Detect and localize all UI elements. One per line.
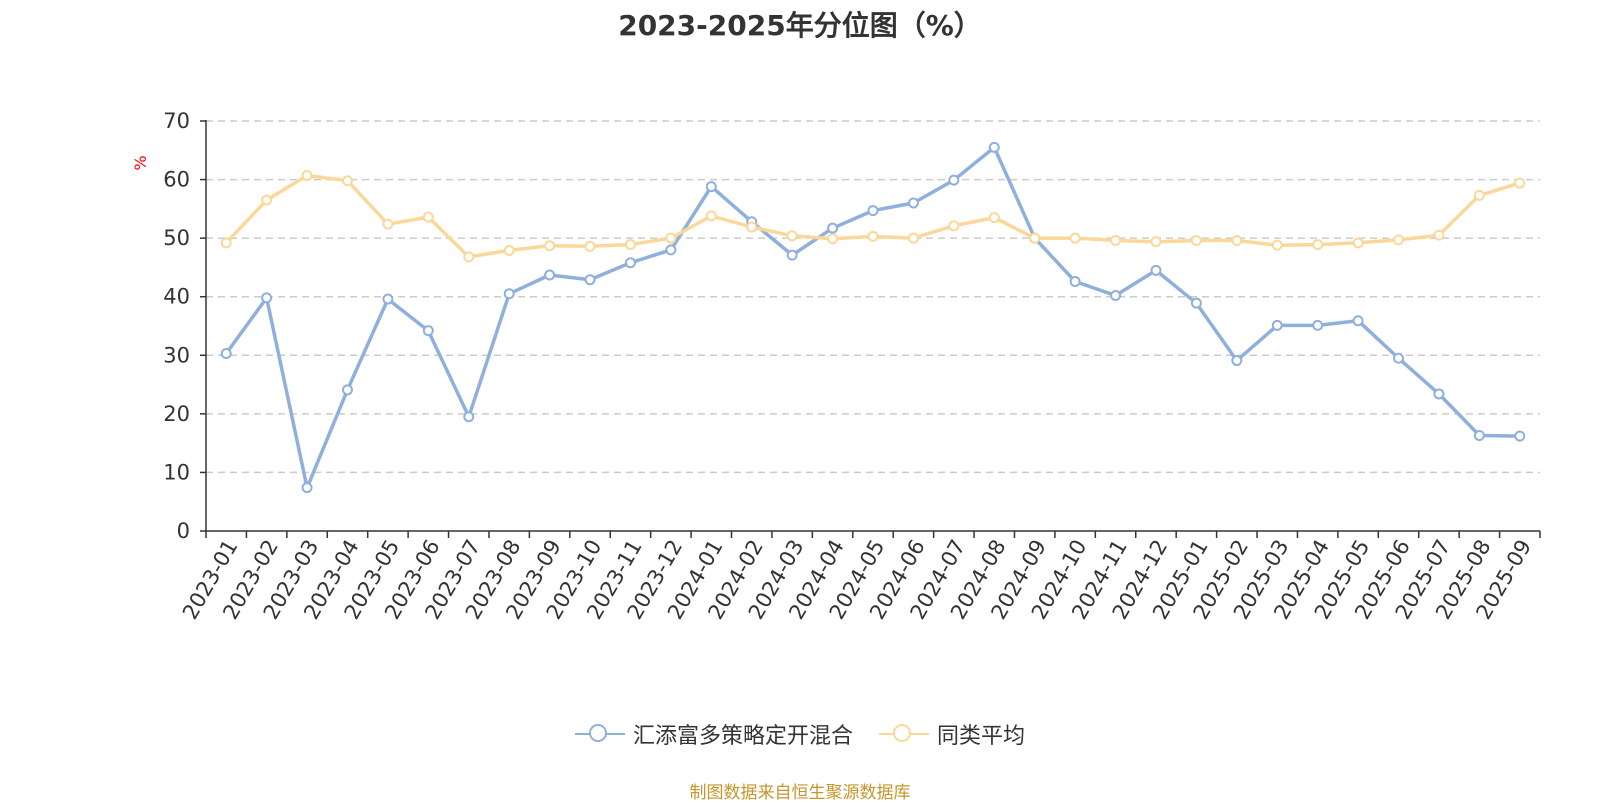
data-point-s1 [1029,232,1041,244]
legend-item-peer-average[interactable]: 同类平均 [879,718,1025,750]
data-point-s1 [948,220,960,232]
data-point-s1 [1312,239,1324,251]
y-tick-label: 40 [163,285,190,309]
data-point-s1 [1069,232,1081,244]
data-point-s1 [301,169,313,181]
data-point-s0 [867,205,879,217]
data-point-s0 [1312,319,1324,331]
data-point-s1 [705,210,717,222]
data-point-s0 [503,288,515,300]
data-point-s1 [867,230,879,242]
legend-item-fund[interactable]: 汇添富多策略定开混合 [574,718,853,750]
data-point-s0 [624,257,636,269]
data-point-s1 [746,221,758,233]
series-lines [220,141,1526,494]
data-point-s0 [786,249,798,261]
legend-swatch-peer-average [879,724,929,744]
data-point-s0 [1110,290,1122,302]
data-point-s0 [422,325,434,337]
y-tick-label: 0 [177,519,190,543]
y-tick-label: 70 [163,109,190,133]
data-point-s1 [1473,189,1485,201]
data-point-s1 [988,212,1000,224]
data-point-s0 [988,141,1000,153]
data-point-s0 [1514,430,1526,442]
data-point-s1 [1352,237,1364,249]
data-point-s1 [422,211,434,223]
y-tick-label: 10 [163,460,190,484]
data-point-s1 [1514,177,1526,189]
data-point-s0 [1433,388,1445,400]
data-point-s1 [1190,234,1202,246]
data-point-s0 [1393,352,1405,364]
data-point-s0 [1069,275,1081,287]
data-point-s0 [301,482,313,494]
data-point-s1 [786,230,798,242]
data-point-s0 [584,274,596,286]
data-point-s1 [1110,234,1122,246]
data-point-s1 [503,244,515,256]
y-axis-unit-label: % [131,155,150,170]
data-point-s0 [544,269,556,281]
legend-label-peer-average: 同类平均 [937,724,1026,749]
data-point-s0 [382,293,394,305]
line-chart: 0102030405060702023-012023-022023-032023… [131,109,1541,623]
legend-swatch-fund [574,724,625,744]
y-tick-label: 60 [163,168,190,192]
data-point-s0 [1271,319,1283,331]
data-point-s0 [220,348,232,360]
data-point-s0 [827,222,839,234]
data-point-s1 [1271,239,1283,251]
data-point-s0 [705,181,717,193]
data-point-s1 [584,240,596,252]
data-point-s0 [1473,430,1485,442]
data-point-s1 [544,240,556,252]
legend: 汇添富多策略定开混合 同类平均 [0,718,1600,750]
data-point-s1 [261,194,273,206]
data-point-s0 [907,197,919,209]
data-point-s0 [463,411,475,423]
data-point-s1 [665,232,677,244]
source-note: 制图数据来自恒生聚源数据库 [689,783,911,803]
series-line-1 [224,173,1522,259]
data-point-s0 [1231,355,1243,367]
data-point-s0 [665,244,677,256]
data-point-s0 [1150,264,1162,276]
data-point-s1 [624,239,636,251]
data-point-s1 [907,232,919,244]
y-tick-label: 20 [163,402,190,426]
legend-label-fund: 汇添富多策略定开混合 [632,724,853,749]
data-point-s1 [220,237,232,249]
data-point-s0 [1190,297,1202,309]
data-point-s1 [1150,236,1162,248]
y-tick-label: 30 [163,343,190,367]
y-tick-label: 50 [163,226,190,250]
series-line-0 [224,145,1522,490]
data-point-s1 [341,175,353,187]
data-point-s1 [1231,234,1243,246]
data-point-s1 [463,251,475,263]
data-point-s0 [1352,315,1364,327]
axes: 0102030405060702023-012023-022023-032023… [163,109,1541,623]
data-point-s0 [948,174,960,186]
grid-lines [206,120,1540,474]
data-point-s0 [341,384,353,396]
data-point-s0 [261,292,273,304]
data-point-s1 [1393,234,1405,246]
data-point-s1 [827,233,839,245]
chart-title: 2023-2025年分位图（%） [618,9,982,42]
data-point-s1 [382,218,394,230]
data-point-s1 [1433,229,1445,241]
